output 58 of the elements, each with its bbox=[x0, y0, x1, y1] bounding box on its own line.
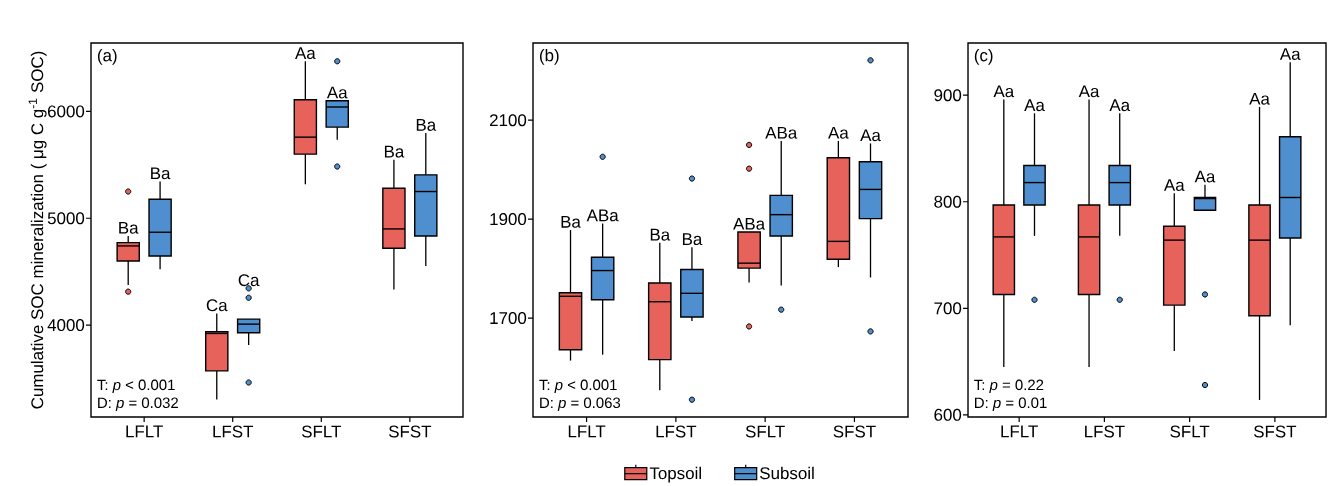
annotation: Ca bbox=[238, 274, 260, 287]
x-tick-label: LFLT bbox=[568, 425, 606, 438]
x-tick-label: SFST bbox=[833, 425, 876, 438]
chart-title: (c) bbox=[974, 48, 993, 65]
x-tick-label: LFST bbox=[213, 425, 254, 438]
annotation: Ba bbox=[416, 119, 437, 131]
y-axis-title: Cumulative SOC mineralization ( μg C g$^{-1}$ SOC) bbox=[28, 51, 47, 409]
annotation: Ba bbox=[682, 233, 703, 246]
annotation: Ba bbox=[561, 215, 581, 228]
x-tick-label: SFLT bbox=[301, 425, 341, 438]
chart-title: (a) bbox=[97, 48, 117, 65]
annotation: Ba bbox=[119, 221, 139, 234]
annotation: Ba bbox=[650, 228, 671, 241]
y-tick-label: 1900 bbox=[490, 213, 527, 226]
annotation: D: p = 0.01 bbox=[975, 397, 1047, 412]
x-tick-label: LFLT bbox=[126, 425, 163, 438]
annotation: Aa bbox=[828, 126, 849, 139]
x-tick-label: SFST bbox=[1254, 425, 1297, 438]
x-tick-label: LFST bbox=[656, 425, 697, 438]
chart-title: (b) bbox=[540, 48, 559, 65]
annotation: Ba bbox=[151, 167, 171, 180]
annotation: D: p = 0.063 bbox=[540, 397, 621, 412]
x-tick-label: SFST bbox=[388, 425, 432, 438]
annotation: Aa bbox=[1109, 99, 1131, 112]
y-tick-label: 900 bbox=[934, 89, 962, 102]
annotation: ABa bbox=[586, 209, 619, 222]
annotation: Aa bbox=[326, 86, 348, 99]
annotation: Aa bbox=[1279, 48, 1301, 60]
annotation: Aa bbox=[295, 47, 316, 60]
annotation: Aa bbox=[1024, 99, 1045, 112]
x-tick-label: SFLT bbox=[745, 425, 785, 438]
annotation: Aa bbox=[993, 85, 1015, 98]
x-tick-label: LFST bbox=[1085, 425, 1125, 438]
y-tick-label: 5000 bbox=[47, 212, 85, 225]
y-tick-label: 6000 bbox=[47, 105, 85, 118]
annotation: Ca bbox=[206, 299, 228, 312]
annotation: Aa bbox=[1163, 179, 1185, 192]
y-tick-label: 4000 bbox=[47, 319, 85, 332]
annotation: Aa bbox=[1249, 92, 1270, 105]
annotation: ABa bbox=[733, 217, 766, 230]
y-tick-label: 1700 bbox=[490, 312, 527, 325]
y-tick-label: 800 bbox=[934, 195, 962, 208]
x-tick-label: LFLT bbox=[1001, 425, 1038, 438]
annotation: T: p = 0.22 bbox=[974, 379, 1044, 394]
x-tick-label: SFLT bbox=[1170, 425, 1210, 438]
y-tick-label: 700 bbox=[934, 302, 962, 315]
annotation: T: p < 0.001 bbox=[539, 379, 617, 394]
legend-label: Subsoil bbox=[760, 466, 814, 480]
legend-label: Topsoil bbox=[649, 466, 701, 483]
y-tick-label: 600 bbox=[934, 408, 962, 421]
annotation: Aa bbox=[1194, 170, 1216, 183]
annotation: Aa bbox=[860, 129, 881, 142]
annotation: ABa bbox=[765, 126, 798, 139]
y-tick-label: 2100 bbox=[489, 114, 527, 127]
annotation: T: p < 0.001 bbox=[97, 379, 175, 394]
annotation: Aa bbox=[1078, 85, 1100, 98]
annotation: D: p = 0.032 bbox=[98, 397, 178, 412]
annotation: Ba bbox=[384, 145, 405, 158]
